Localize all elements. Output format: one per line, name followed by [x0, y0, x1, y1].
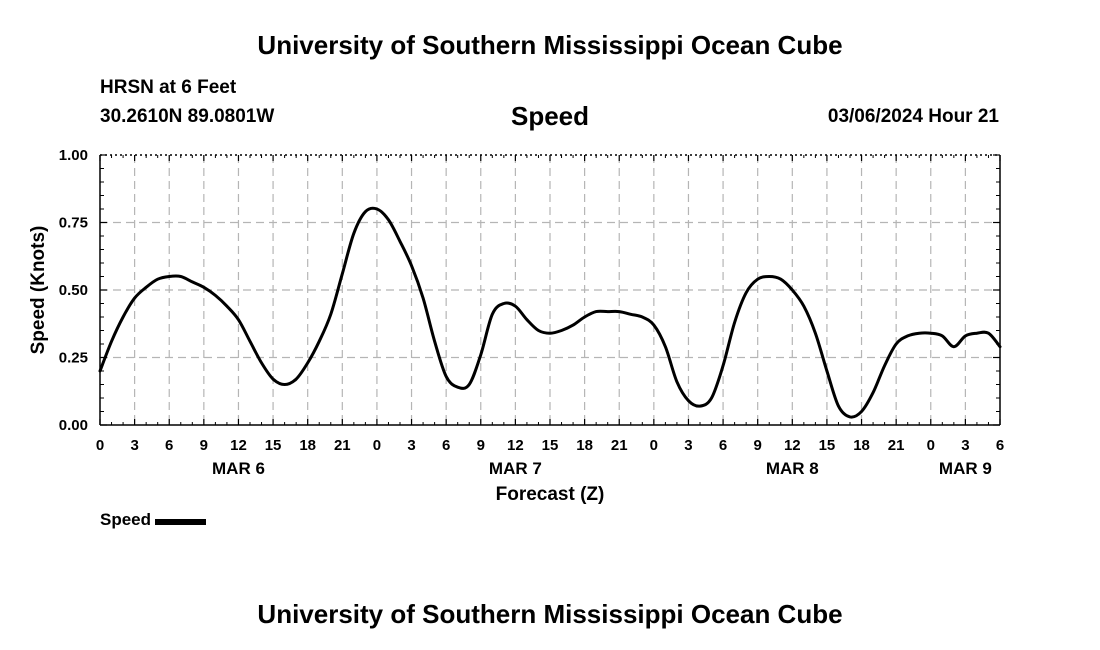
- date-label: MAR 8: [766, 459, 819, 478]
- x-tick-label: 0: [650, 437, 658, 454]
- footer-title: University of Southern Mississippi Ocean…: [257, 599, 843, 629]
- y-tick-label: 0.25: [59, 350, 88, 367]
- coordinates-label: 30.2610N 89.0801W: [100, 106, 275, 127]
- x-tick-label: 18: [853, 437, 870, 454]
- date-label: MAR 9: [939, 459, 992, 478]
- x-tick-label: 18: [576, 437, 593, 454]
- x-tick-label: 6: [719, 437, 727, 454]
- legend-label: Speed: [100, 510, 152, 529]
- x-tick-label: 3: [407, 437, 415, 454]
- x-tick-label: 0: [96, 437, 104, 454]
- x-tick-label: 3: [130, 437, 138, 454]
- x-tick-label: 3: [961, 437, 969, 454]
- x-tick-label: 6: [996, 437, 1004, 454]
- x-tick-label: 3: [684, 437, 692, 454]
- panel-title: Speed: [510, 101, 590, 131]
- forecast-datetime: 03/06/2024 Hour 21: [827, 106, 999, 127]
- date-label: MAR 7: [489, 459, 542, 478]
- x-axis-label: Forecast (Z): [496, 484, 605, 505]
- speed-series-line: [98, 206, 1002, 419]
- x-tick-label: 12: [230, 437, 247, 454]
- x-tick-label: 15: [265, 437, 282, 454]
- x-tick-label: 9: [200, 437, 208, 454]
- x-tick-label: 12: [507, 437, 524, 454]
- x-tick-label: 21: [611, 437, 628, 454]
- x-tick-label: 0: [373, 437, 381, 454]
- x-tick-label: 6: [165, 437, 173, 454]
- date-label: MAR 6: [212, 459, 265, 478]
- y-axis-label: Speed (Knots): [28, 226, 49, 355]
- x-tick-label: 9: [754, 437, 762, 454]
- y-tick-label: 0.50: [59, 282, 88, 299]
- axes: [99, 154, 1001, 426]
- y-tick-label: 1.00: [59, 147, 88, 164]
- tick-labels: 0 3 6 9 12 15 18 21 0 3 6 9 12 15 18 21 0 3 6 9 12 15 18 21 0 3 6 0…: [59, 147, 1004, 478]
- x-tick-label: 15: [819, 437, 836, 454]
- y-tick-label: 0.75: [59, 215, 88, 232]
- legend-swatch: [155, 518, 207, 525]
- x-tick-label: 12: [784, 437, 801, 454]
- series-layer: [98, 206, 1002, 419]
- x-tick-label: 21: [888, 437, 905, 454]
- grid-lines: [100, 155, 1000, 425]
- station-label: HRSN at 6 Feet: [100, 77, 237, 98]
- chart-main-title: University of Southern Mississippi Ocean…: [257, 30, 843, 60]
- x-tick-label: 0: [927, 437, 935, 454]
- x-tick-label: 9: [477, 437, 485, 454]
- x-tick-label: 18: [299, 437, 316, 454]
- x-tick-label: 6: [442, 437, 450, 454]
- x-tick-label: 21: [334, 437, 351, 454]
- x-tick-label: 15: [542, 437, 559, 454]
- y-tick-label: 0.00: [59, 417, 88, 434]
- legend: Speed: [100, 510, 207, 530]
